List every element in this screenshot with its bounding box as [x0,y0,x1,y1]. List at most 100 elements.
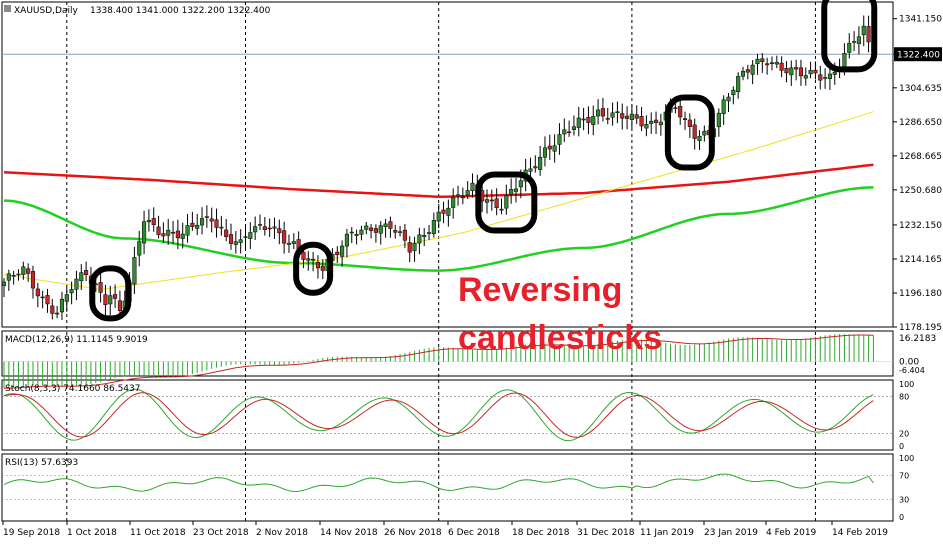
candle-body [344,233,349,247]
candle-body [441,209,446,214]
highlight-box [664,94,715,171]
candle-body [431,220,436,234]
highlight-box [293,241,334,296]
candle-body [861,25,866,36]
candle-body [243,236,248,238]
candle-body [562,129,567,135]
candle-body [847,42,852,53]
price-tick-label: 1304.635 [899,84,942,94]
candle-body [499,208,504,211]
current-price-box [894,47,942,62]
candle-body [784,67,789,74]
candle-body [789,67,794,76]
candle-body [320,265,325,271]
candle-body [716,112,721,128]
candle-body [866,26,871,43]
date-tick-label: 23 Jan 2019 [704,528,758,538]
candle-body [625,115,630,119]
stoch-tick-label: 80 [899,392,909,401]
candle-body [596,109,601,117]
candle-body [378,225,383,234]
candle-body [233,241,238,245]
candle-body [721,99,726,114]
macd-header: MACD(12,26,9) 11.1145 9.9019 [5,335,148,345]
candle-body [702,130,707,136]
candle-body [373,228,378,233]
candle-body [417,234,422,244]
candle-body [50,305,55,314]
candle-body [528,168,533,172]
candle-body [774,61,779,65]
candle-body [262,226,267,230]
candle-body [504,195,509,209]
candle-body [455,194,461,197]
candle-body [682,118,688,120]
highlight-box [475,171,538,234]
candle-body [658,121,663,126]
candle-body [818,74,823,81]
rsi-line [3,473,874,493]
candle-body [137,241,142,256]
candle-body [224,229,229,237]
candle-body [335,251,340,256]
stoch-signal-line [3,392,874,438]
candle-body [132,257,137,285]
date-tick-label: 4 Feb 2019 [766,528,817,538]
candle-body [697,135,702,141]
candle-body [369,227,374,231]
candle-body [576,117,581,128]
candle-body [108,295,113,305]
candle-body [760,58,765,62]
candle-body [64,294,69,302]
candle-body [794,67,799,70]
annotation-line-2: candlesticks [458,319,663,357]
candle-body [1,281,7,287]
candle-body [69,289,74,294]
stoch-header: Stoch(8,3,3) 74.1660 86.5437 [5,384,140,394]
candle-body [634,114,639,119]
candle-body [175,230,180,239]
candle-body [745,69,750,73]
candle-body [436,211,441,222]
candle-body [398,231,403,233]
candle-body [253,226,258,233]
candle-body [26,268,31,274]
candle-body [301,251,306,260]
candle-body [755,58,760,64]
candle-body [451,196,456,208]
candle-body [45,295,50,305]
price-tick-label: 1178.195 [899,323,942,333]
pane-frame [1,330,894,377]
candle-body [238,239,243,243]
candle-body [79,272,84,282]
symbol-arrow-icon [4,5,11,12]
date-tick-label: 31 Dec 2018 [577,528,635,538]
candle-body [364,225,369,230]
price-tick-label: 1250.680 [899,186,942,196]
candle-body [84,270,89,276]
candle-body [557,134,562,145]
highlight-box [821,0,878,73]
candle-body [547,145,552,150]
ohlc-header: 1338.400 1341.000 1322.200 1322.400 [90,6,271,16]
candle-body [798,67,804,77]
date-tick-label: 26 Nov 2018 [384,528,442,538]
symbol-header: XAUUSD,Daily [14,6,78,16]
candle-body [306,258,311,261]
candle-body [538,156,543,170]
candle-body [228,234,234,244]
ma-green-line [3,186,874,272]
candle-body [383,223,388,228]
candle-body [195,224,200,229]
candle-body [852,41,857,43]
candle-body [180,233,185,239]
candle-body [291,241,296,244]
candle-body [388,221,393,229]
candle-body [513,188,519,192]
candle-body [267,227,272,230]
pane-frame [1,1,894,328]
price-tick-label: 1214.165 [899,255,942,265]
candle-body [59,298,65,313]
highlight-box [89,265,132,322]
